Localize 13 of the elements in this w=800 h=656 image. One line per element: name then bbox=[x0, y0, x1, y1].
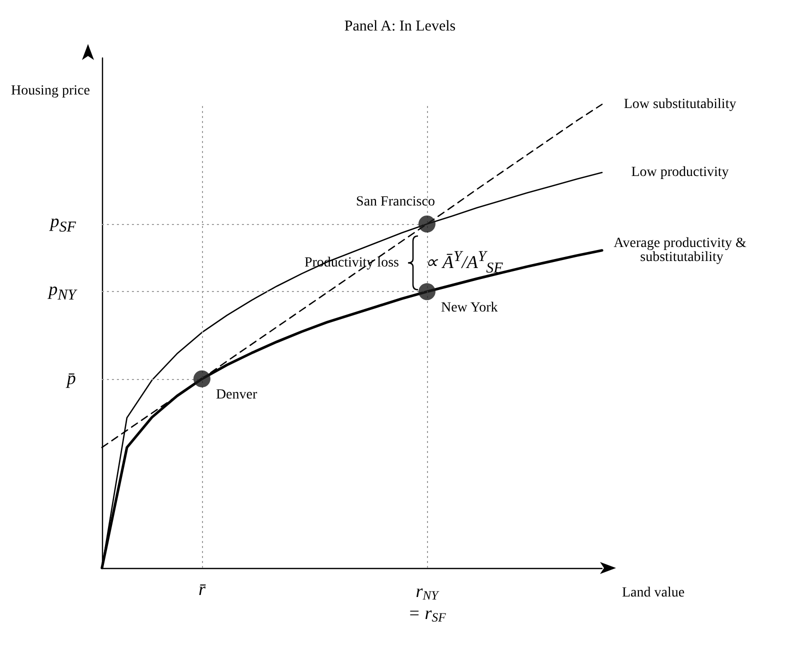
ref-line-label: p$_{NY}$ bbox=[48, 278, 76, 304]
ref-line-label: p̄ bbox=[66, 368, 76, 389]
x-tick-label: r̄ bbox=[198, 579, 206, 599]
annotation: New York bbox=[440, 300, 498, 316]
y-axis-title: Housing price bbox=[10, 84, 90, 98]
series-label: Low substitutability bbox=[624, 96, 736, 112]
ref-line-label: p$_{SF}$ bbox=[50, 210, 76, 236]
series-label: Average productivity & substitutability bbox=[614, 236, 746, 265]
annotation: Denver bbox=[216, 387, 258, 403]
text: Low productivity bbox=[631, 165, 729, 180]
x-axis-title: Land value bbox=[622, 586, 685, 600]
annotation: San Francisco bbox=[356, 194, 435, 210]
chart-title: Panel A: In Levels bbox=[344, 18, 456, 34]
